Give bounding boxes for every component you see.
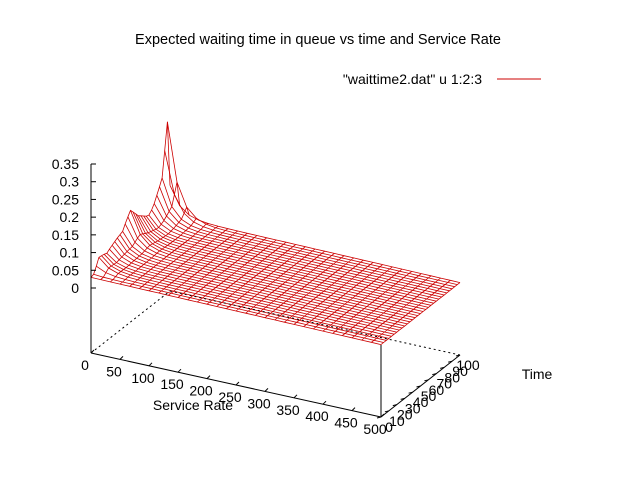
- y-tick-label: 90: [452, 363, 468, 379]
- surface-line-rate: [264, 255, 345, 319]
- y-tick: [408, 391, 413, 394]
- x-tick: [119, 356, 124, 360]
- y-tick-label: 100: [456, 357, 480, 373]
- surface-line-rate: [293, 262, 374, 325]
- y-tick: [392, 404, 397, 407]
- x-tick: [293, 394, 298, 399]
- surface-line-rate: [332, 271, 412, 334]
- surface-line-rate: [90, 121, 171, 278]
- y-tick: [455, 354, 461, 357]
- surface-line-time: [167, 121, 458, 285]
- x-tick: [322, 400, 327, 405]
- x-tick-label: 150: [160, 376, 184, 392]
- x-tick-label: 250: [218, 389, 242, 405]
- z-tick-label: 0.35: [52, 156, 79, 172]
- x-tick: [206, 375, 211, 379]
- x-axis-label: Service Rate: [153, 397, 233, 413]
- surface-line-rate: [148, 228, 229, 292]
- y-tick-label: 50: [421, 388, 437, 404]
- y-tick: [376, 416, 382, 419]
- z-tick-label: 0.05: [52, 262, 79, 278]
- z-tick-label: 0.2: [60, 209, 80, 225]
- surface-line-rate: [303, 264, 383, 327]
- x-tick: [351, 407, 356, 411]
- surface-line-rate: [139, 225, 219, 289]
- y-tick-label: 40: [413, 394, 429, 410]
- x-tick-label: 350: [276, 402, 300, 418]
- chart-title: Expected waiting time in queue vs time a…: [135, 32, 501, 48]
- surface-line-rate: [100, 182, 181, 280]
- x-tick-label: 50: [106, 363, 122, 379]
- surface-line-rate: [119, 217, 200, 285]
- x-tick: [148, 362, 153, 367]
- surface-line-rate: [168, 232, 248, 296]
- z-tick-label: 0.1: [60, 245, 80, 261]
- surface-line-rate: [284, 259, 364, 323]
- surface-line-rate: [245, 250, 325, 314]
- surface-line-rate: [187, 237, 267, 301]
- y-tick: [447, 360, 453, 363]
- z-tick-label: 0.3: [60, 174, 80, 190]
- surface-line-rate: [342, 273, 422, 336]
- x-tick-label: 100: [131, 370, 155, 386]
- z-tick-label: 0.25: [52, 191, 79, 207]
- x-tick-label: 0: [81, 357, 89, 373]
- surface-line-rate: [274, 257, 354, 321]
- tick-labels: 0 50 100 150 200 250 300 350 400 450 5000102030405…: [52, 156, 480, 437]
- surface-line-rate: [322, 268, 403, 332]
- surface-line-rate: [129, 223, 209, 287]
- x-tick-label: 500: [363, 421, 387, 437]
- x-tick-label: 400: [305, 408, 329, 424]
- surface-mesh: [90, 121, 461, 345]
- z-tick-label: 0: [71, 280, 79, 296]
- surface-line-rate: [380, 282, 461, 345]
- surface-line-rate: [351, 275, 432, 339]
- x-tick: [380, 413, 385, 418]
- x-tick-label: 450: [334, 415, 358, 431]
- x-tick: [177, 368, 182, 373]
- surface-line-rate: [255, 253, 335, 316]
- y-tick-label: 0: [385, 419, 393, 435]
- surface-line-time: [103, 254, 395, 335]
- surface-line-rate: [313, 266, 393, 330]
- surface-line-rate: [158, 230, 238, 294]
- y-tick-label: 70: [437, 376, 453, 392]
- surface-line-rate: [197, 239, 277, 303]
- y-tick: [384, 410, 390, 413]
- y-tick-label: 80: [444, 369, 460, 385]
- z-tick-label: 0.15: [52, 227, 79, 243]
- surface-line-rate: [226, 246, 306, 310]
- surface-line-rate: [235, 248, 316, 312]
- surface-line-rate: [206, 241, 287, 305]
- y-tick: [416, 385, 421, 388]
- legend-label: "waittime2.dat" u 1:2:3: [343, 71, 482, 87]
- surface-line-rate: [216, 244, 296, 307]
- y-tick-label: 20: [397, 407, 413, 423]
- surface-line-rate: [371, 279, 451, 343]
- y-tick: [400, 397, 405, 400]
- surface-line-rate: [361, 277, 441, 341]
- y-tick-label: 60: [429, 382, 445, 398]
- x-tick: [235, 381, 240, 386]
- x-tick-label: 300: [247, 395, 271, 411]
- y-tick: [440, 366, 445, 369]
- y-tick-label: 10: [389, 413, 405, 429]
- surface-line-time: [140, 215, 432, 306]
- x-tick: [90, 349, 95, 354]
- x-tick-label: 200: [189, 383, 213, 399]
- x-tick: [264, 388, 269, 392]
- y-tick: [424, 379, 429, 382]
- surface-line-rate: [110, 205, 190, 283]
- surface-line-rate: [177, 235, 258, 298]
- y-tick: [432, 373, 437, 376]
- y-tick-label: 30: [405, 400, 421, 416]
- y-axis-label: Time: [522, 366, 553, 382]
- back-axis-line: [90, 290, 171, 354]
